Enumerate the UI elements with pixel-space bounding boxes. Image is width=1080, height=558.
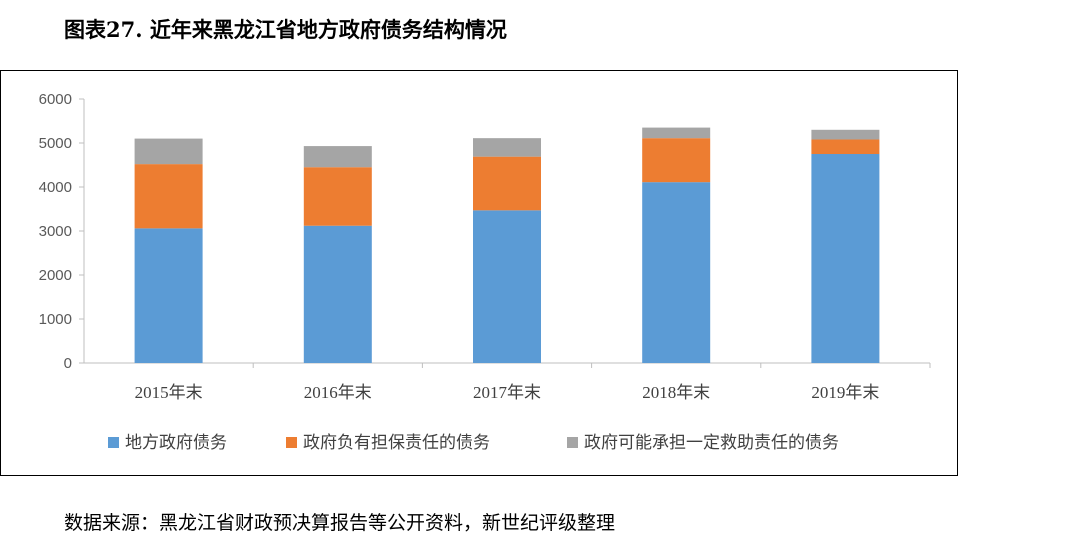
bar-segment-series-1-3 [473,210,541,363]
bar-segment-series-3-2 [303,146,372,168]
x-category-label: 2019年末 [811,383,879,402]
x-category-label: 2016年末 [304,383,372,402]
bar-segment-series-1-5 [811,154,880,363]
y-tick-label: 4000 [39,179,72,196]
chart-frame [0,70,958,476]
bar-segment-series-3-4 [642,127,711,139]
legend-swatch-2 [286,437,297,448]
bar-segment-series-3-5 [811,129,880,140]
bar-segment-series-2-2 [303,167,372,226]
x-category-label: 2015年末 [135,383,203,402]
bar-segment-series-1-1 [134,228,203,363]
y-tick-label: 2000 [39,267,72,284]
y-tick-label: 0 [64,355,72,372]
legend-label-3: 政府可能承担一定救助责任的债务 [584,433,839,453]
legend-swatch-1 [108,437,119,448]
x-category-label: 2018年末 [642,383,710,402]
legend-label-1: 地方政府债务 [125,433,227,453]
y-tick-label: 1000 [39,311,72,328]
bar-segment-series-2-4 [642,138,711,183]
y-tick-label: 3000 [39,223,72,240]
legend-swatch-3 [567,437,578,448]
data-source-note: 数据来源：黑龙江省财政预决算报告等公开资料，新世纪评级整理 [64,512,616,534]
figure-title: 图表27. 近年来黑龙江省地方政府债务结构情况 [64,17,507,42]
bar-segment-series-1-4 [642,182,711,363]
x-category-label: 2017年末 [473,383,541,402]
y-tick-label: 5000 [39,135,72,152]
legend-label-2: 政府负有担保责任的债务 [303,433,490,453]
bar-segment-series-1-2 [303,225,372,363]
bar-segment-series-2-3 [473,156,541,211]
bar-segment-series-3-3 [473,138,541,157]
bar-segment-series-2-5 [811,139,880,154]
bar-segment-series-2-1 [134,164,203,229]
y-tick-label: 6000 [39,91,72,108]
bar-segment-series-3-1 [134,138,203,165]
